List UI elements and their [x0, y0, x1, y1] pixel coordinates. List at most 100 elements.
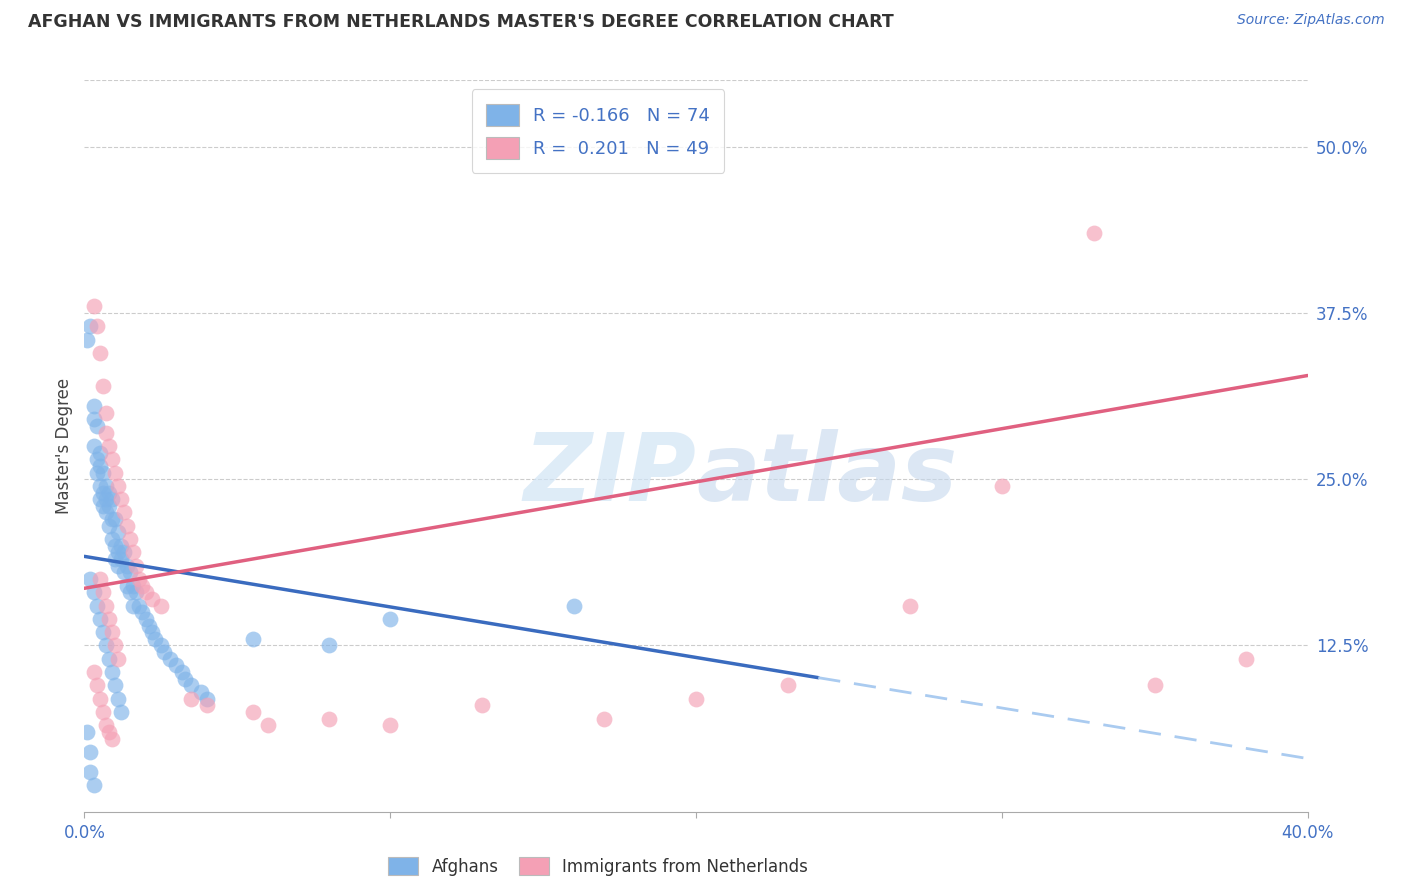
- Point: [89, 346, 111, 360]
- Point: [153, 645, 176, 659]
- Point: [128, 572, 150, 586]
- Point: [120, 566, 142, 580]
- Point: [91, 705, 114, 719]
- Point: [131, 579, 153, 593]
- Point: [122, 599, 145, 613]
- Point: [89, 458, 111, 473]
- Point: [79, 745, 101, 759]
- Point: [101, 512, 124, 526]
- Point: [165, 658, 187, 673]
- Point: [107, 652, 129, 666]
- Point: [141, 591, 163, 606]
- Point: [159, 652, 181, 666]
- Point: [104, 639, 127, 653]
- Point: [83, 399, 105, 413]
- Point: [91, 585, 114, 599]
- Point: [79, 319, 101, 334]
- Point: [172, 665, 194, 679]
- Point: [91, 625, 114, 640]
- Point: [94, 639, 117, 653]
- Point: [125, 585, 148, 599]
- Point: [107, 545, 129, 559]
- Point: [110, 552, 132, 566]
- Point: [125, 558, 148, 573]
- Point: [135, 612, 157, 626]
- Point: [112, 545, 135, 559]
- Y-axis label: Master's Degree: Master's Degree: [55, 378, 73, 514]
- Point: [112, 506, 135, 520]
- Point: [104, 552, 127, 566]
- Text: AFGHAN VS IMMIGRANTS FROM NETHERLANDS MASTER'S DEGREE CORRELATION CHART: AFGHAN VS IMMIGRANTS FROM NETHERLANDS MA…: [28, 13, 894, 31]
- Point: [94, 718, 117, 732]
- Point: [86, 419, 108, 434]
- Point: [122, 579, 145, 593]
- Point: [898, 599, 921, 613]
- Point: [94, 425, 117, 440]
- Point: [318, 712, 340, 726]
- Point: [143, 632, 166, 646]
- Point: [94, 492, 117, 507]
- Point: [97, 612, 120, 626]
- Point: [86, 319, 108, 334]
- Point: [104, 512, 127, 526]
- Point: [101, 731, 124, 746]
- Point: [380, 612, 402, 626]
- Point: [562, 599, 585, 613]
- Point: [110, 539, 132, 553]
- Point: [593, 712, 616, 726]
- Point: [115, 518, 138, 533]
- Point: [195, 698, 218, 713]
- Point: [76, 725, 98, 739]
- Point: [471, 698, 494, 713]
- Point: [104, 539, 127, 553]
- Point: [79, 572, 101, 586]
- Text: Source: ZipAtlas.com: Source: ZipAtlas.com: [1237, 13, 1385, 28]
- Point: [195, 691, 218, 706]
- Legend: Afghans, Immigrants from Netherlands: Afghans, Immigrants from Netherlands: [380, 848, 817, 884]
- Point: [112, 566, 135, 580]
- Point: [242, 705, 264, 719]
- Point: [97, 499, 120, 513]
- Point: [83, 439, 105, 453]
- Point: [101, 492, 124, 507]
- Point: [79, 764, 101, 779]
- Point: [83, 778, 105, 792]
- Point: [89, 492, 111, 507]
- Point: [101, 532, 124, 546]
- Point: [1083, 226, 1105, 240]
- Point: [94, 479, 117, 493]
- Point: [76, 333, 98, 347]
- Point: [94, 599, 117, 613]
- Point: [107, 558, 129, 573]
- Point: [128, 599, 150, 613]
- Point: [86, 599, 108, 613]
- Point: [91, 466, 114, 480]
- Point: [685, 691, 707, 706]
- Point: [257, 718, 280, 732]
- Point: [107, 525, 129, 540]
- Point: [97, 518, 120, 533]
- Point: [91, 499, 114, 513]
- Point: [122, 545, 145, 559]
- Point: [83, 412, 105, 426]
- Point: [83, 299, 105, 313]
- Point: [138, 618, 160, 632]
- Point: [190, 685, 212, 699]
- Point: [89, 612, 111, 626]
- Point: [89, 691, 111, 706]
- Point: [135, 585, 157, 599]
- Point: [120, 532, 142, 546]
- Point: [83, 585, 105, 599]
- Point: [141, 625, 163, 640]
- Point: [97, 652, 120, 666]
- Point: [104, 678, 127, 692]
- Point: [180, 691, 202, 706]
- Point: [97, 725, 120, 739]
- Point: [318, 639, 340, 653]
- Point: [380, 718, 402, 732]
- Point: [94, 506, 117, 520]
- Point: [242, 632, 264, 646]
- Point: [91, 379, 114, 393]
- Point: [115, 558, 138, 573]
- Point: [104, 466, 127, 480]
